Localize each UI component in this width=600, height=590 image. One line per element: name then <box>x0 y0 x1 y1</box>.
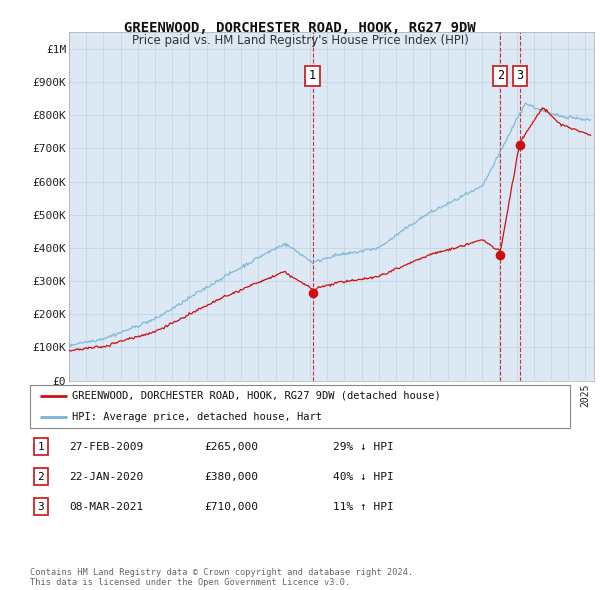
Text: Price paid vs. HM Land Registry's House Price Index (HPI): Price paid vs. HM Land Registry's House … <box>131 34 469 47</box>
Text: 2: 2 <box>37 472 44 481</box>
Text: GREENWOOD, DORCHESTER ROAD, HOOK, RG27 9DW (detached house): GREENWOOD, DORCHESTER ROAD, HOOK, RG27 9… <box>72 391 441 401</box>
Text: 11% ↑ HPI: 11% ↑ HPI <box>333 502 394 512</box>
Text: £265,000: £265,000 <box>204 442 258 451</box>
Text: HPI: Average price, detached house, Hart: HPI: Average price, detached house, Hart <box>72 412 322 422</box>
Text: £710,000: £710,000 <box>204 502 258 512</box>
Text: 1: 1 <box>37 442 44 451</box>
Text: 27-FEB-2009: 27-FEB-2009 <box>69 442 143 451</box>
Text: 2: 2 <box>497 69 504 82</box>
Text: 29% ↓ HPI: 29% ↓ HPI <box>333 442 394 451</box>
Text: 40% ↓ HPI: 40% ↓ HPI <box>333 472 394 481</box>
Text: GREENWOOD, DORCHESTER ROAD, HOOK, RG27 9DW: GREENWOOD, DORCHESTER ROAD, HOOK, RG27 9… <box>124 21 476 35</box>
Text: 22-JAN-2020: 22-JAN-2020 <box>69 472 143 481</box>
Text: 08-MAR-2021: 08-MAR-2021 <box>69 502 143 512</box>
Text: 3: 3 <box>516 69 523 82</box>
Text: 3: 3 <box>37 502 44 512</box>
Text: £380,000: £380,000 <box>204 472 258 481</box>
Text: Contains HM Land Registry data © Crown copyright and database right 2024.
This d: Contains HM Land Registry data © Crown c… <box>30 568 413 587</box>
Text: 1: 1 <box>309 69 316 82</box>
